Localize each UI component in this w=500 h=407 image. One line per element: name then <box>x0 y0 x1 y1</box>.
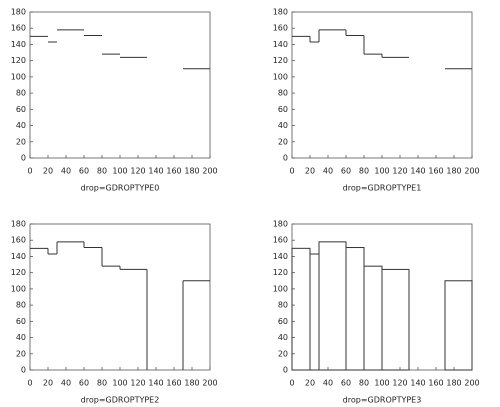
y-tick-label: 40 <box>16 333 26 342</box>
x-tick-label: 100 <box>112 167 127 176</box>
x-tick-label: 0 <box>289 379 294 388</box>
x-tick-label: 160 <box>428 167 443 176</box>
x-tick-label: 40 <box>323 167 333 176</box>
x-tick-label: 200 <box>464 167 479 176</box>
y-tick-label: 120 <box>273 56 288 65</box>
x-tick-label: 180 <box>184 167 199 176</box>
x-tick-label: 120 <box>130 167 145 176</box>
y-tick-label: 60 <box>16 105 26 114</box>
x-tick-label: 140 <box>410 379 425 388</box>
x-tick-label: 80 <box>97 167 107 176</box>
y-tick-label: 180 <box>11 220 26 229</box>
bar <box>318 241 347 371</box>
x-tick-label: 20 <box>305 167 315 176</box>
y-tick-label: 60 <box>16 317 26 326</box>
y-tick-label: 20 <box>278 349 288 358</box>
x-tick-label: 0 <box>27 379 32 388</box>
y-tick-label: 100 <box>273 72 288 81</box>
y-tick-label: 140 <box>273 40 288 49</box>
x-tick-label: 140 <box>148 379 163 388</box>
y-tick-label: 120 <box>273 268 288 277</box>
y-tick-label: 0 <box>283 154 288 163</box>
x-tick-label: 100 <box>112 379 127 388</box>
y-tick-label: 140 <box>11 40 26 49</box>
bar <box>363 265 383 371</box>
x-tick-label: 60 <box>341 379 351 388</box>
x-tick-label: 200 <box>202 167 217 176</box>
x-tick-label: 60 <box>79 379 89 388</box>
x-tick-label: 0 <box>289 167 294 176</box>
x-tick-label: 20 <box>43 167 53 176</box>
x-tick-label: 120 <box>392 379 407 388</box>
x-tick-label: 140 <box>148 167 163 176</box>
x-tick-label: 180 <box>446 379 461 388</box>
y-tick-label: 160 <box>11 236 26 245</box>
x-tick-label: 200 <box>202 379 217 388</box>
x-tick-label: 160 <box>166 379 181 388</box>
y-tick-label: 100 <box>11 72 26 81</box>
x-tick-label: 180 <box>184 379 199 388</box>
y-tick-label: 80 <box>278 89 288 98</box>
x-tick-label: 120 <box>392 167 407 176</box>
bar <box>345 247 365 371</box>
y-tick-label: 40 <box>278 333 288 342</box>
y-tick-label: 180 <box>273 220 288 229</box>
x-tick-label: 100 <box>374 379 389 388</box>
y-tick-label: 160 <box>273 236 288 245</box>
y-tick-label: 140 <box>11 252 26 261</box>
x-tick-label: 160 <box>166 167 181 176</box>
x-tick-label: 20 <box>305 379 315 388</box>
y-tick-label: 40 <box>278 121 288 130</box>
x-tick-label: 200 <box>464 379 479 388</box>
x-tick-label: 60 <box>341 167 351 176</box>
x-axis-label: drop=GDROPTYPE2 <box>81 396 160 405</box>
y-tick-label: 160 <box>273 24 288 33</box>
y-tick-label: 20 <box>16 137 26 146</box>
y-tick-label: 20 <box>16 349 26 358</box>
x-tick-label: 60 <box>79 167 89 176</box>
y-tick-label: 120 <box>11 56 26 65</box>
y-tick-label: 100 <box>273 284 288 293</box>
x-tick-label: 80 <box>97 379 107 388</box>
x-tick-label: 20 <box>43 379 53 388</box>
y-tick-label: 180 <box>273 8 288 17</box>
y-tick-label: 180 <box>11 8 26 17</box>
x-tick-label: 120 <box>130 379 145 388</box>
y-tick-label: 40 <box>16 121 26 130</box>
plot-frame <box>29 11 211 159</box>
x-tick-label: 40 <box>61 167 71 176</box>
y-tick-label: 0 <box>21 366 26 375</box>
x-tick-label: 40 <box>323 379 333 388</box>
bar <box>291 247 311 371</box>
y-tick-label: 80 <box>278 301 288 310</box>
x-tick-label: 40 <box>61 379 71 388</box>
x-tick-label: 140 <box>410 167 425 176</box>
y-tick-label: 140 <box>273 252 288 261</box>
y-tick-label: 100 <box>11 284 26 293</box>
x-tick-label: 100 <box>374 167 389 176</box>
x-tick-label: 80 <box>359 167 369 176</box>
y-tick-label: 80 <box>16 301 26 310</box>
x-axis-label: drop=GDROPTYPE0 <box>81 184 160 193</box>
x-axis-label: drop=GDROPTYPE3 <box>343 396 422 405</box>
y-tick-label: 0 <box>21 154 26 163</box>
x-axis-label: drop=GDROPTYPE1 <box>343 184 422 193</box>
y-tick-label: 60 <box>278 105 288 114</box>
y-tick-label: 120 <box>11 268 26 277</box>
x-tick-label: 160 <box>428 379 443 388</box>
y-tick-label: 0 <box>283 366 288 375</box>
y-tick-label: 60 <box>278 317 288 326</box>
bar <box>444 280 473 371</box>
bar <box>381 268 410 371</box>
bar <box>309 253 320 371</box>
x-tick-label: 80 <box>359 379 369 388</box>
y-tick-label: 20 <box>278 137 288 146</box>
x-tick-label: 0 <box>27 167 32 176</box>
y-tick-label: 80 <box>16 89 26 98</box>
x-tick-label: 180 <box>446 167 461 176</box>
y-tick-label: 160 <box>11 24 26 33</box>
